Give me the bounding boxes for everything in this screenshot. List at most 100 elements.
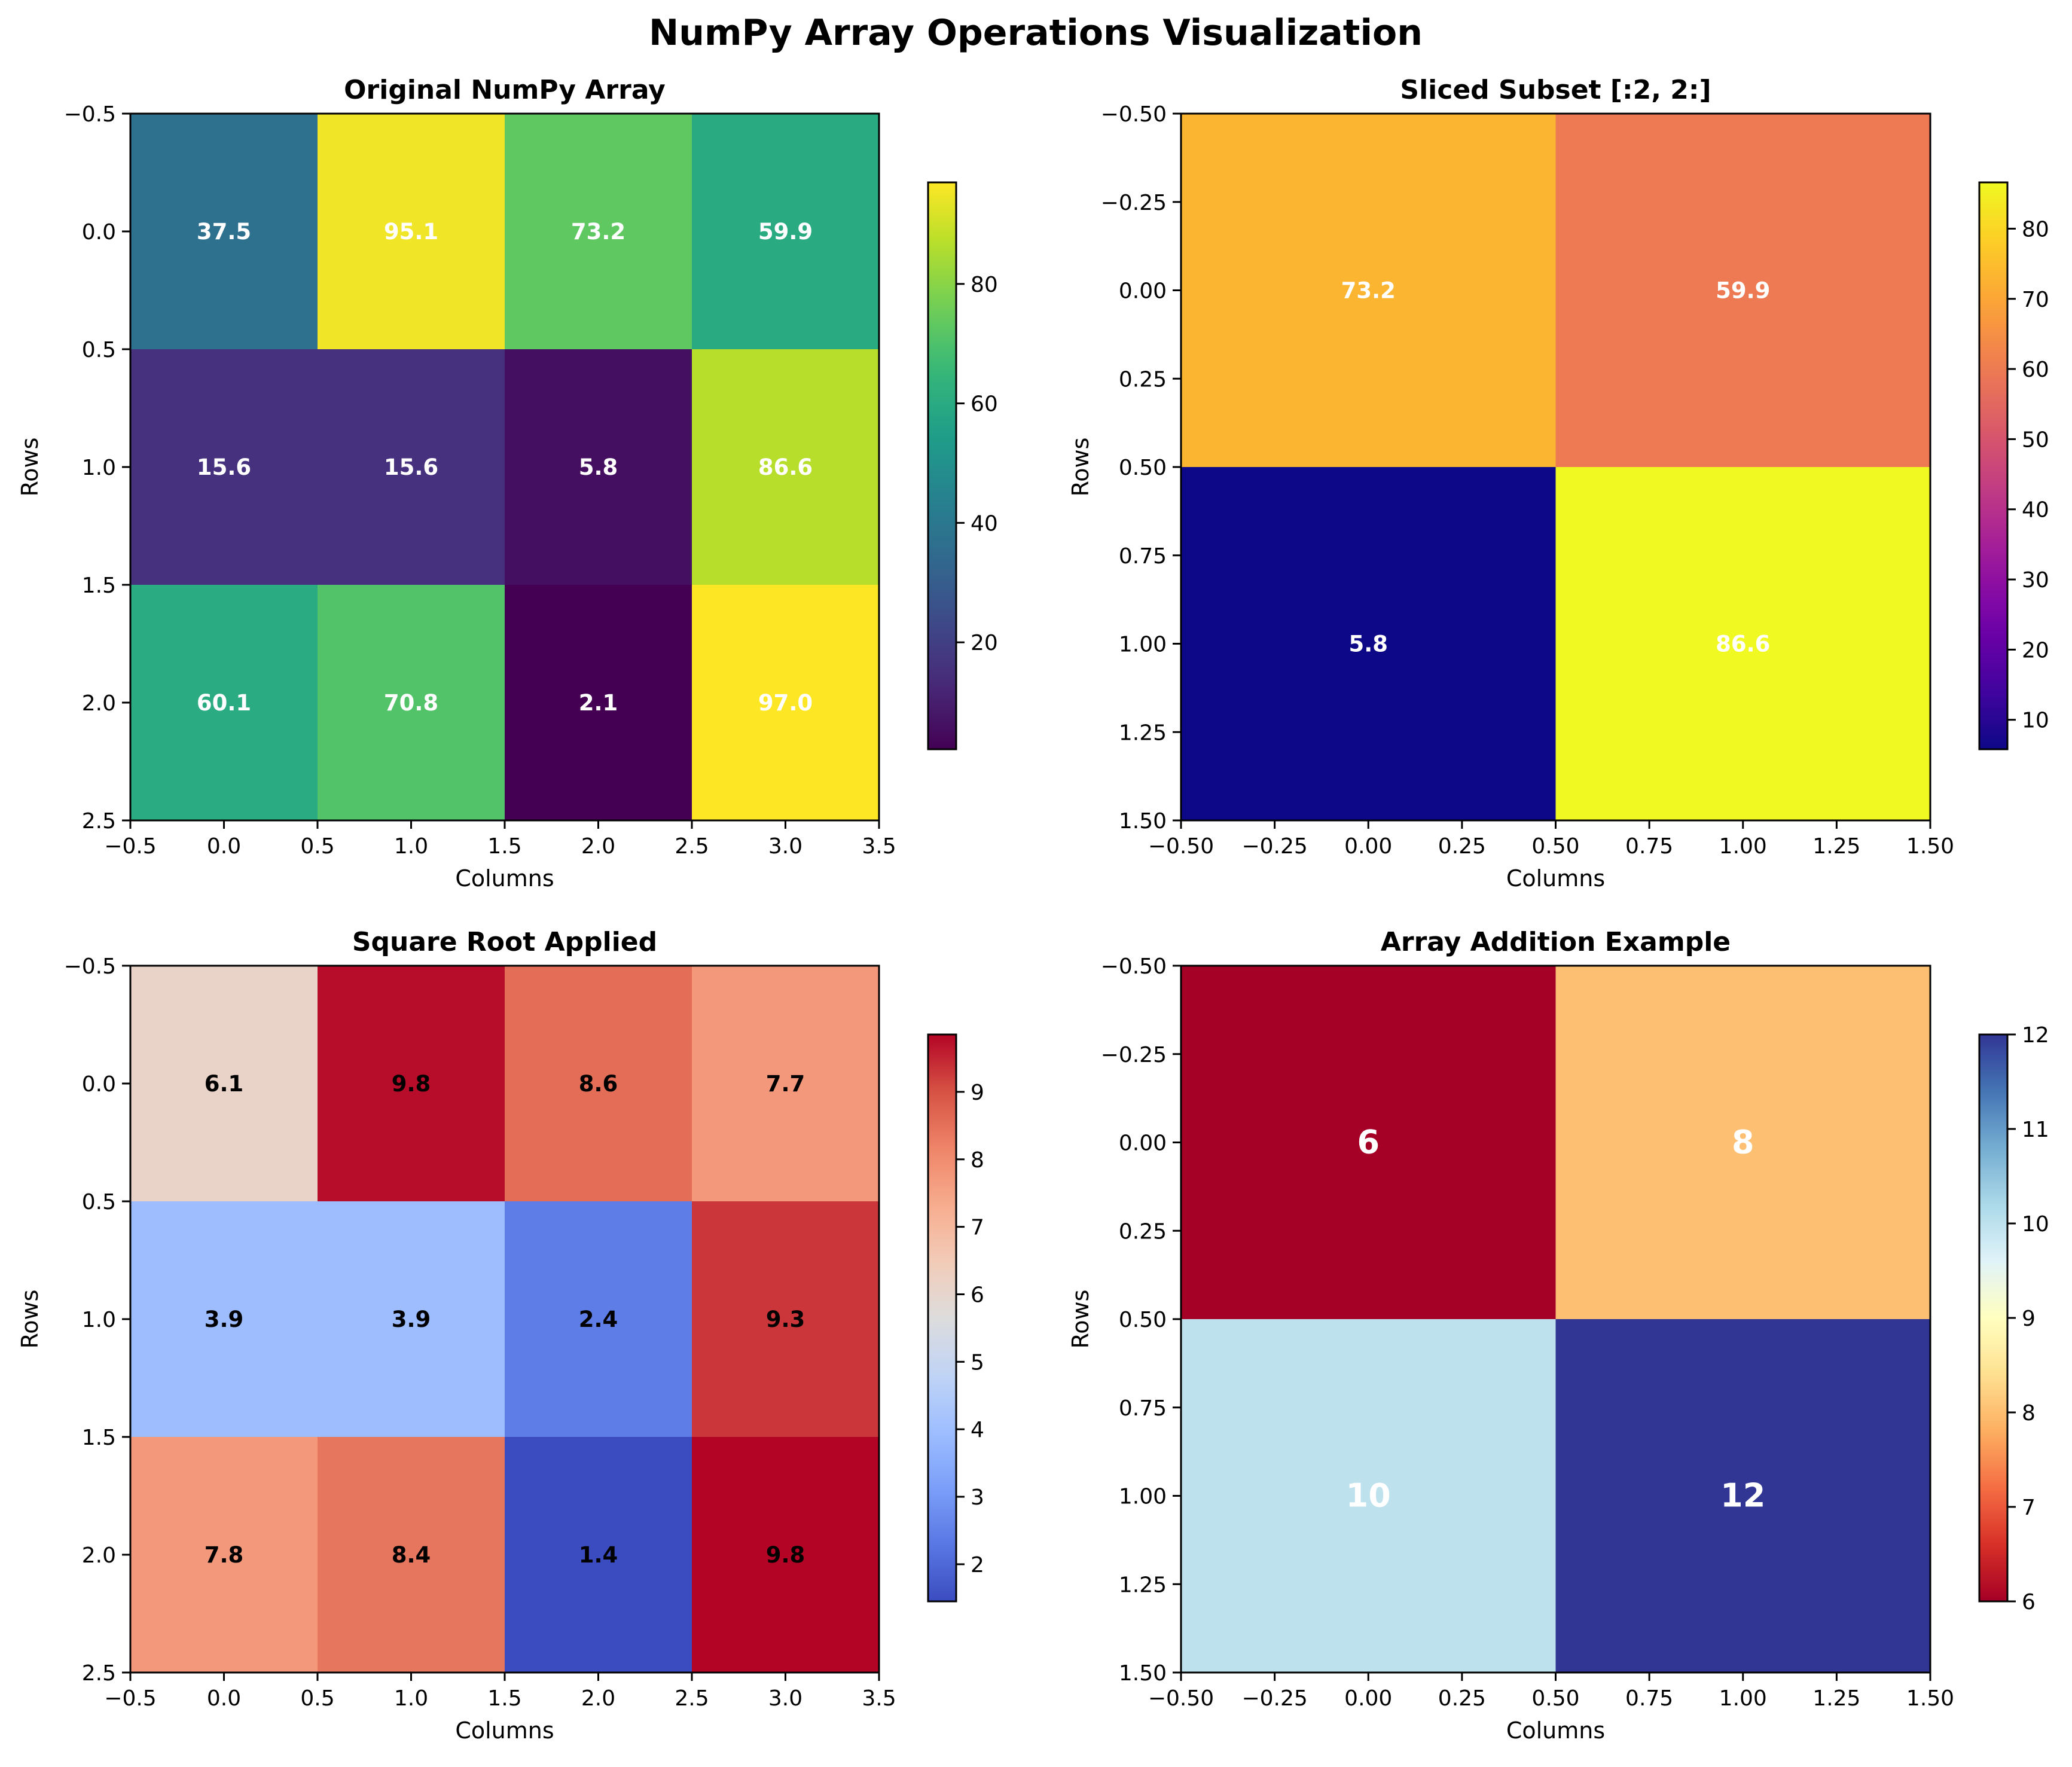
cell-value-label: 60.1 [197,690,251,716]
colorbar-tick-label: 4 [971,1418,984,1442]
cell-value-label: 8.6 [579,1071,618,1097]
heatmap-cell [130,966,318,1202]
y-tick-label: 0.50 [1119,456,1167,480]
heatmap-cell [318,1201,505,1438]
cell-value-label: 37.5 [197,219,251,245]
x-tick-label: 1.00 [1719,834,1767,859]
cell-value-label: 97.0 [758,690,813,716]
colorbar-tick-label: 50 [2022,428,2049,452]
y-tick-label: 1.00 [1119,1485,1167,1509]
heatmap-cell [692,966,880,1202]
heatmap-cell [1181,966,1556,1320]
x-tick-label: −0.5 [104,1686,156,1711]
cell-value-label: 6.1 [205,1071,244,1097]
heatmap-cell [692,349,880,585]
cell-value-label: 70.8 [384,690,438,716]
y-tick-label: 0.5 [82,1190,116,1214]
colorbar-tick-label: 6 [971,1283,984,1308]
x-tick-label: 1.00 [1719,1686,1767,1711]
cell-value-label: 15.6 [197,454,251,480]
x-tick-label: 1.5 [487,1686,521,1711]
x-tick-label: 3.0 [768,1686,802,1711]
y-tick-label: 1.25 [1119,1573,1167,1597]
colorbar-tick-label: 2 [971,1553,984,1577]
chart-title: Square Root Applied [352,927,657,957]
x-tick-label: 2.5 [675,1686,709,1711]
colorbar-tick-label: 20 [2022,638,2049,663]
cell-value-label: 1.4 [579,1542,618,1568]
colorbar [1978,181,2009,750]
x-tick-label: 0.0 [207,834,241,859]
x-tick-label: 1.50 [1906,1686,1954,1711]
colorbar [927,1033,957,1603]
x-tick-label: 3.0 [768,834,802,859]
colorbar-tick-label: 60 [971,392,998,417]
colorbar-tick-label: 7 [2022,1496,2036,1520]
colorbar-tick-label: 9 [971,1081,984,1105]
cell-value-label: 6 [1357,1124,1380,1161]
y-tick-label: −0.50 [1101,954,1167,979]
cell-value-label: 15.6 [384,454,438,480]
y-tick-label: 0.0 [82,220,116,245]
cell-value-label: 8.4 [392,1542,431,1568]
heatmap-cell [318,966,505,1202]
y-tick-label: 0.75 [1119,544,1167,569]
colorbar-tick-label: 9 [2022,1307,2036,1331]
cell-value-label: 12 [1720,1477,1765,1515]
cell-value-label: 7.8 [205,1542,244,1568]
colorbar-tick-label: 70 [2022,288,2049,312]
y-tick-label: −0.5 [64,954,116,979]
x-tick-label: 1.5 [487,834,521,859]
x-tick-label: 0.25 [1438,1686,1486,1711]
colorbar-tick-label: 6 [2022,1590,2036,1615]
cell-value-label: 2.1 [579,690,618,716]
y-tick-label: 1.50 [1119,809,1167,834]
cell-value-label: 10 [1346,1477,1391,1515]
colorbar-tick-label: 3 [971,1485,984,1510]
y-tick-label: 0.75 [1119,1396,1167,1421]
cell-value-label: 9.8 [392,1071,431,1097]
heatmap-cell [1555,114,1931,468]
colorbar-tick-label: 8 [971,1148,984,1173]
y-tick-label: 1.00 [1119,633,1167,657]
heatmap-cell [1181,467,1556,821]
colorbar-tick-label: 80 [971,273,998,297]
heatmap-cell [692,1437,880,1673]
colorbar [1978,1033,2009,1603]
y-tick-label: 2.0 [82,691,116,716]
colorbar [927,181,957,750]
y-tick-label: 0.5 [82,338,116,362]
x-tick-label: 0.00 [1344,1686,1392,1711]
chart-title: Original NumPy Array [344,75,666,105]
heatmap-cell [130,1201,318,1438]
y-axis-label: Rows [17,1290,43,1349]
cell-value-label: 9.8 [766,1542,805,1568]
y-tick-label: 1.5 [82,573,116,598]
y-tick-label: 0.00 [1119,1131,1167,1156]
heatmap-cell [1181,1319,1556,1673]
heatmap-cell [1555,467,1931,821]
cell-value-label: 8 [1732,1124,1754,1161]
x-tick-label: 1.0 [394,1686,428,1711]
colorbar-tick-label: 7 [971,1216,984,1240]
x-tick-label: 1.0 [394,834,428,859]
colorbar-tick-label: 80 [2022,217,2049,242]
x-tick-label: 0.5 [300,834,334,859]
heatmap-cell [505,1437,692,1673]
y-tick-label: 2.5 [82,1661,116,1686]
colorbar-tick-label: 10 [2022,1212,2049,1237]
heatmap-panel: 37.5 95.1 73.2 59.9 15.6 15.6 5.8 86.6 60.1 70.8 2… [17,75,998,892]
x-tick-label: 0.75 [1625,834,1673,859]
heatmap-cell [130,114,318,350]
heatmap-cell [1181,114,1556,468]
y-tick-label: −0.25 [1101,1043,1167,1067]
x-tick-label: 2.5 [675,834,709,859]
colorbar-tick-label: 11 [2022,1118,2049,1142]
x-tick-label: 0.75 [1625,1686,1673,1711]
y-axis-label: Rows [1067,1290,1094,1349]
y-tick-label: 1.50 [1119,1661,1167,1686]
x-tick-label: 1.25 [1812,1686,1860,1711]
x-tick-label: 0.0 [207,1686,241,1711]
colorbar-tick-label: 20 [971,631,998,655]
y-tick-label: 1.5 [82,1426,116,1450]
